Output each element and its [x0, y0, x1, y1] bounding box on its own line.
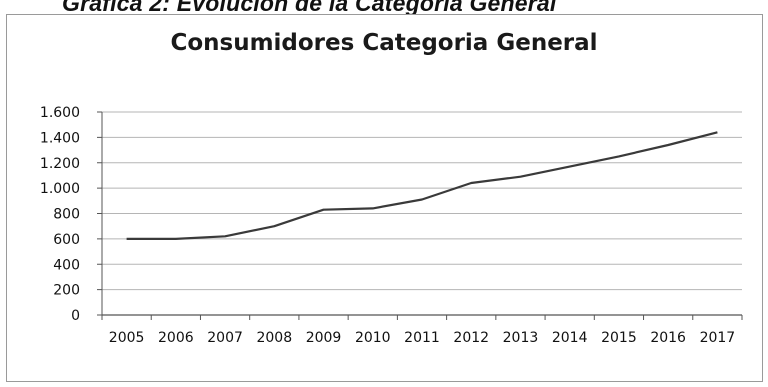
- x-tick-labels: 2005 2006 2007 2008 2009 2010 2011 2012 2013 2014…: [109, 330, 735, 346]
- x-tick-label: 2007: [207, 330, 243, 346]
- x-tick-label: 2012: [453, 330, 489, 346]
- y-tick-label: 400: [53, 257, 80, 273]
- gridlines: [102, 111, 742, 291]
- y-tick-label: 1.000: [40, 181, 80, 197]
- figure-caption: Gráfica 2: Evolución de la Categoría Gen…: [62, 0, 557, 16]
- x-tick-label: 2011: [404, 330, 440, 346]
- y-tick-label: 200: [53, 283, 80, 299]
- x-tick-label: 2006: [158, 330, 194, 346]
- y-tick-label: 1.600: [40, 105, 80, 121]
- y-tick-label: 1.400: [40, 130, 80, 146]
- y-tick-label: 0: [71, 308, 80, 324]
- x-tick-label: 2017: [700, 330, 736, 346]
- chart-title: Consumidores Categoria General: [170, 30, 598, 56]
- series-line: [126, 131, 718, 240]
- y-tick-label: 600: [53, 232, 80, 248]
- y-tick-label: 800: [53, 207, 80, 223]
- x-tick-label: 2014: [552, 330, 588, 346]
- x-tick-label: 2005: [109, 330, 145, 346]
- series: [126, 131, 718, 240]
- x-tick-label: 2015: [601, 330, 637, 346]
- chart-frame: [6, 14, 763, 382]
- x-tick-label: 2009: [306, 330, 342, 346]
- x-tick-label: 2016: [650, 330, 686, 346]
- x-tick-label: 2010: [355, 330, 391, 346]
- y-tick-labels: 0 200 400 600 800 1.000 1.200 1.400 1.600: [40, 105, 80, 324]
- y-tick-label: 1.200: [40, 156, 80, 172]
- axes: [97, 111, 743, 320]
- x-tick-label: 2013: [503, 330, 539, 346]
- x-tick-label: 2008: [256, 330, 292, 346]
